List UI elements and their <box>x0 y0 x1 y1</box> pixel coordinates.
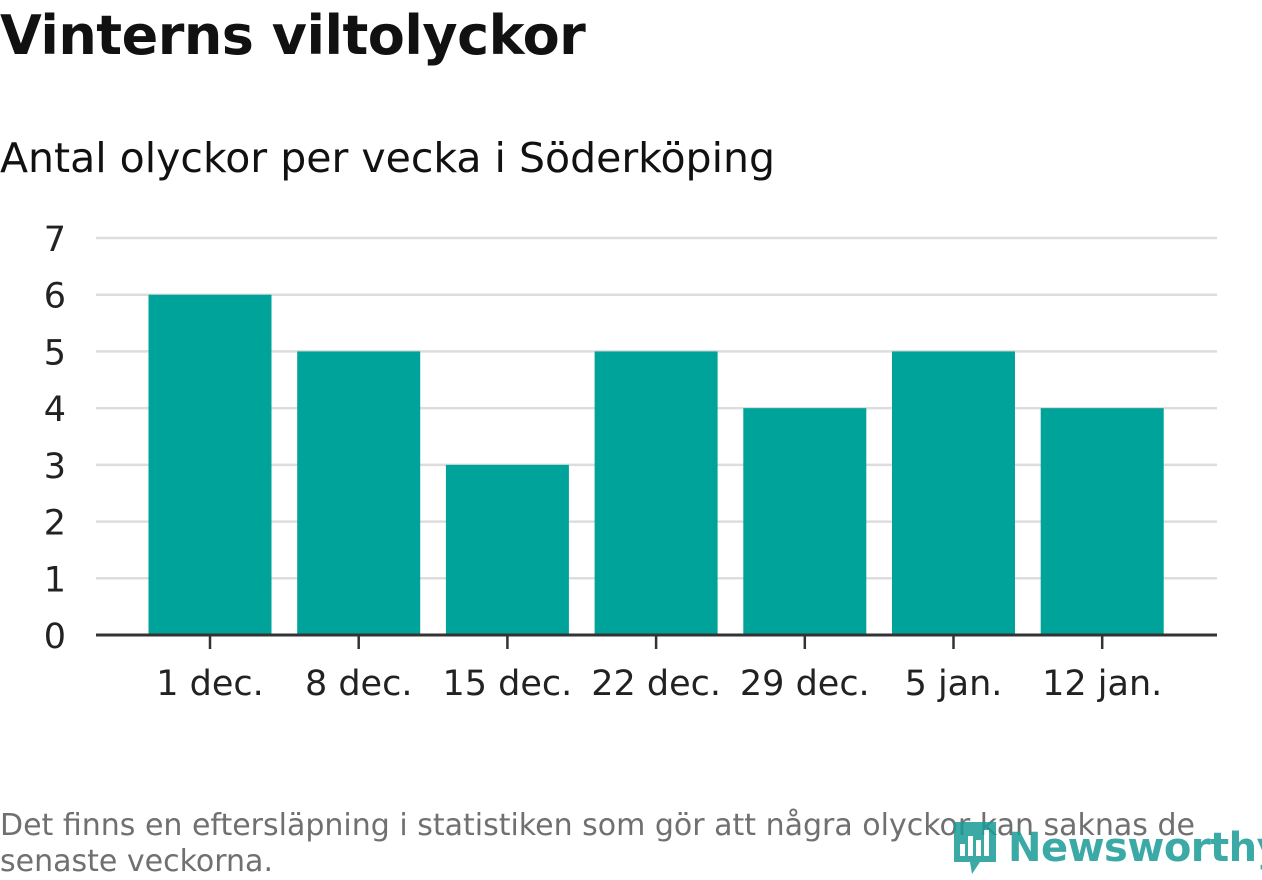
y-axis-labels: 0 1 2 3 4 5 6 7 <box>44 220 66 657</box>
brand-logo: Newsworthy <box>950 818 1262 878</box>
x-tick-label: 15 dec. <box>443 664 573 704</box>
y-tick-label: 7 <box>44 220 66 260</box>
y-tick-label: 3 <box>44 447 66 487</box>
x-axis <box>96 633 1217 649</box>
y-tick-label: 5 <box>44 333 66 373</box>
y-tick-label: 4 <box>44 390 66 430</box>
chart-title: Vinterns viltolyckor <box>0 4 586 67</box>
x-tick-label: 5 jan. <box>905 664 1003 704</box>
y-tick-label: 2 <box>44 504 66 544</box>
bar-5 <box>892 351 1015 635</box>
x-axis-labels: 1 dec. 8 dec. 15 dec. 22 dec. 29 dec. 5 jan. 1… <box>156 664 1162 704</box>
brand-name: Newsworthy <box>1008 825 1262 871</box>
x-tick-label: 29 dec. <box>740 664 870 704</box>
y-tick-label: 6 <box>44 277 66 317</box>
bar-4 <box>743 408 867 635</box>
bar-1 <box>297 351 421 635</box>
y-tick-label: 0 <box>44 617 66 657</box>
bar-3 <box>594 351 718 635</box>
bar-2 <box>445 464 569 635</box>
x-tick-label: 1 dec. <box>156 664 264 704</box>
bar-0 <box>148 294 272 635</box>
chart-subtitle: Antal olyckor per vecka i Söderköping <box>0 134 775 182</box>
bar-6 <box>1040 408 1164 635</box>
x-tick-label: 12 jan. <box>1042 664 1162 704</box>
x-tick-label: 8 dec. <box>305 664 413 704</box>
bars <box>148 294 1164 635</box>
y-tick-label: 1 <box>44 560 66 600</box>
x-tick-label: 22 dec. <box>591 664 721 704</box>
newsworthy-icon <box>954 822 996 874</box>
